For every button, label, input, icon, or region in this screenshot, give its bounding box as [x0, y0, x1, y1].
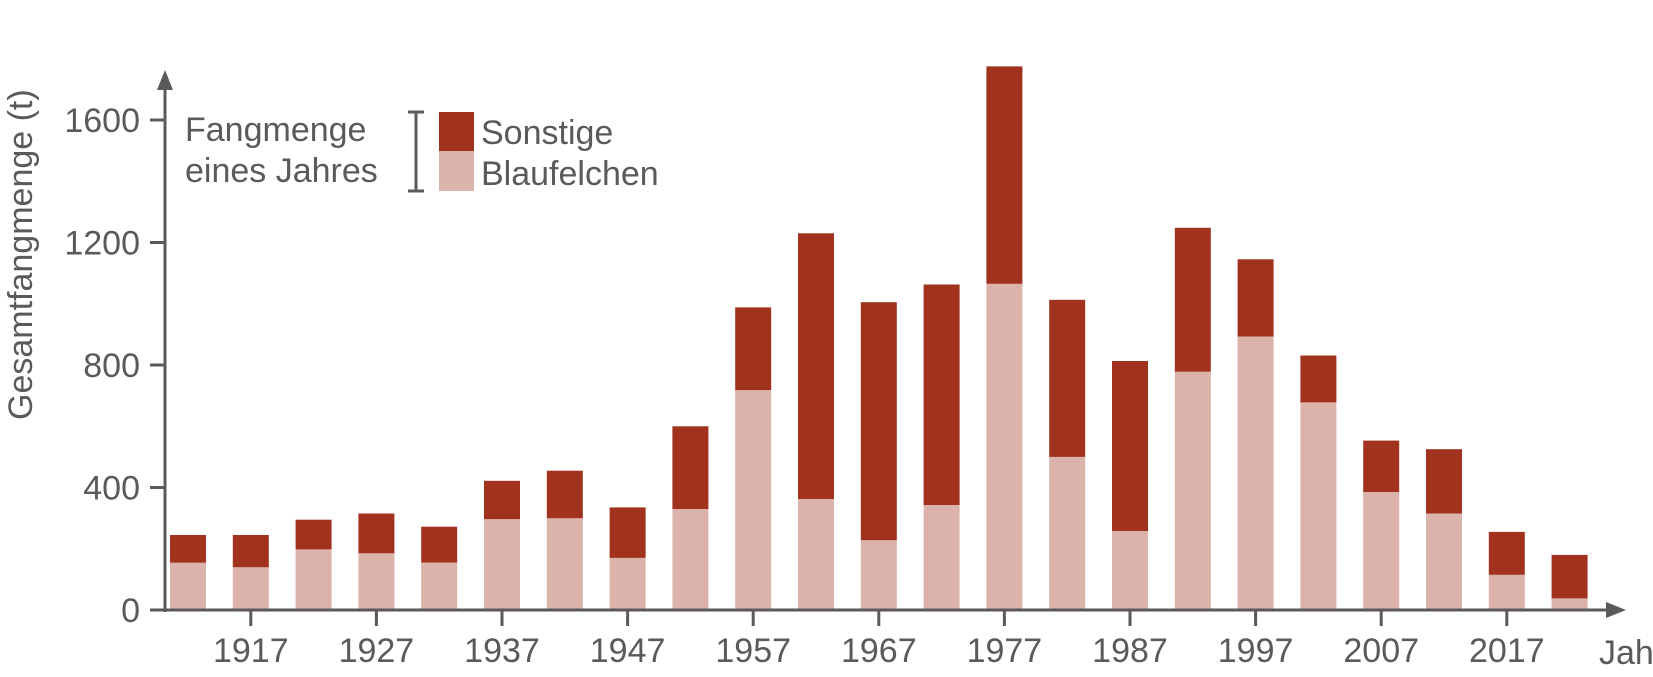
bar-2002-blaufelchen: [1300, 402, 1337, 610]
bar-1957-sonstige: [735, 307, 772, 391]
bar-1942-blaufelchen: [546, 518, 583, 610]
legend: Fangmenge eines Jahres Sonstige Blaufelc…: [185, 110, 659, 193]
bar-1967-sonstige: [860, 302, 897, 541]
bars-layer: [170, 66, 1588, 610]
x-tick-label-2017: 2017: [1469, 632, 1545, 670]
legend-label-sonstige: Sonstige: [481, 114, 613, 152]
bar-1962-sonstige: [798, 233, 834, 500]
y-tick-label-1600: 1600: [64, 102, 140, 140]
y-tick-label-0: 0: [121, 592, 140, 630]
x-axis-title: Jahr: [1599, 634, 1653, 672]
x-tick-label-1987: 1987: [1092, 632, 1168, 670]
bar-1952-sonstige: [672, 426, 709, 509]
legend-title-line-2: eines Jahres: [185, 152, 378, 190]
bar-1977-sonstige: [986, 66, 1023, 284]
bar-1987-blaufelchen: [1112, 531, 1148, 610]
y-tick-label-1200: 1200: [64, 225, 140, 263]
bar-1997-sonstige: [1237, 259, 1274, 337]
bar-2002-sonstige: [1300, 355, 1337, 403]
bar-1982-blaufelchen: [1049, 456, 1086, 610]
x-tick-label-1957: 1957: [715, 632, 791, 670]
bar-2012-blaufelchen: [1426, 513, 1462, 610]
x-tick-label-1977: 1977: [967, 632, 1043, 670]
x-tick-label-1937: 1937: [464, 632, 540, 670]
bar-1937-sonstige: [484, 480, 520, 520]
bar-1937-blaufelchen: [484, 519, 520, 610]
bar-1957-blaufelchen: [735, 390, 772, 610]
legend-swatch-sonstige: [439, 112, 474, 151]
bar-1947-blaufelchen: [609, 557, 646, 610]
bar-1917-blaufelchen: [232, 567, 269, 610]
bar-2017-blaufelchen: [1488, 574, 1525, 610]
bar-1972-blaufelchen: [923, 505, 960, 610]
x-tick-label-1997: 1997: [1218, 632, 1294, 670]
bar-2007-blaufelchen: [1363, 492, 1400, 610]
bar-1992-sonstige: [1174, 227, 1211, 372]
legend-swatch-blaufelchen: [439, 151, 474, 191]
bar-1932-sonstige: [421, 526, 458, 563]
y-axis-title: Gesamtfangmenge (t): [2, 89, 40, 420]
bar-2007-sonstige: [1363, 440, 1400, 493]
bar-1952-blaufelchen: [672, 508, 709, 610]
y-axis-arrow-icon: [157, 70, 173, 90]
axes-layer: [157, 70, 1626, 618]
y-tick-label-400: 400: [83, 470, 140, 508]
bar-1962-blaufelchen: [798, 499, 834, 610]
legend-label-blaufelchen: Blaufelchen: [481, 155, 659, 193]
bar-1912-blaufelchen: [170, 562, 206, 610]
x-tick-label-1947: 1947: [590, 632, 666, 670]
bar-1922-sonstige: [295, 519, 332, 550]
y-ticks: 0 400 800 1200 1600: [64, 102, 165, 630]
x-tick-label-2007: 2007: [1343, 632, 1419, 670]
bar-1972-sonstige: [923, 284, 960, 505]
bar-1927-sonstige: [358, 513, 395, 554]
legend-bracket: [408, 110, 424, 193]
bar-1947-sonstige: [609, 507, 646, 558]
x-tick-label-1927: 1927: [339, 632, 415, 670]
x-axis-arrow-icon: [1606, 602, 1626, 618]
bar-1922-blaufelchen: [295, 549, 332, 610]
bar-1927-blaufelchen: [358, 553, 395, 610]
bar-2022-blaufelchen: [1551, 598, 1588, 610]
legend-title-line-1: Fangmenge: [185, 111, 366, 149]
bar-1982-sonstige: [1049, 299, 1086, 457]
bar-1932-blaufelchen: [421, 562, 458, 610]
bar-1912-sonstige: [170, 535, 206, 563]
bar-1992-blaufelchen: [1174, 371, 1211, 610]
bar-2017-sonstige: [1488, 531, 1525, 575]
x-ticks: 1917 1927 1937 1947 1957 1967 1977 1987 1997 2007…: [213, 610, 1545, 670]
bar-1967-blaufelchen: [860, 540, 897, 610]
bar-1997-blaufelchen: [1237, 336, 1274, 610]
bar-2012-sonstige: [1426, 449, 1462, 514]
x-tick-label-1917: 1917: [213, 632, 289, 670]
y-tick-label-800: 800: [83, 347, 140, 385]
bar-1917-sonstige: [232, 535, 269, 568]
bar-1977-blaufelchen: [986, 283, 1023, 610]
bar-1987-sonstige: [1112, 361, 1148, 531]
x-tick-label-1967: 1967: [841, 632, 917, 670]
bar-1942-sonstige: [546, 470, 583, 519]
bar-2022-sonstige: [1551, 554, 1588, 599]
